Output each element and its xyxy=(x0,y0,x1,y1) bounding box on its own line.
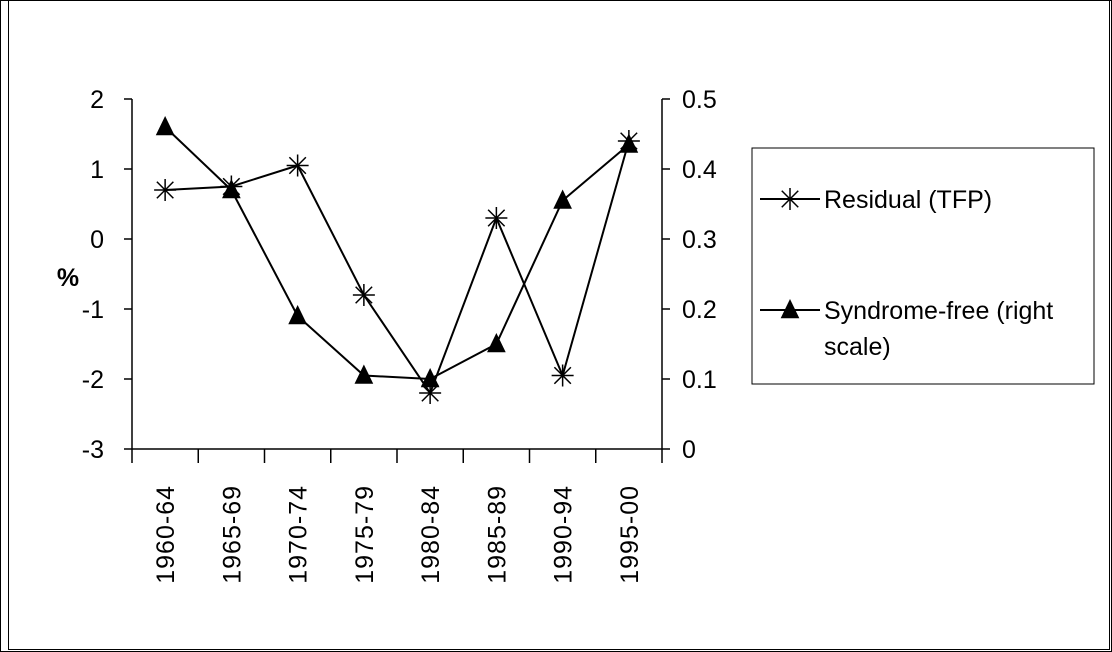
left-tick-label: 2 xyxy=(90,86,104,114)
asterisk-stroke xyxy=(156,181,174,199)
point-syndrome xyxy=(487,333,506,353)
legend-label-syndrome-line2: scale) xyxy=(824,333,891,361)
x-tick-label: 1995-00 xyxy=(616,485,644,584)
x-tick-label: 1990-94 xyxy=(550,485,578,584)
point-residual xyxy=(551,364,574,387)
legend-label-residual: Residual (TFP) xyxy=(824,186,992,214)
asterisk-stroke xyxy=(421,384,439,402)
legend-marker-syndrome xyxy=(780,299,800,319)
left-tick-label: 1 xyxy=(90,156,104,184)
left-tick-label: -3 xyxy=(82,436,104,464)
point-syndrome xyxy=(420,368,440,388)
series-layer xyxy=(154,116,640,404)
point-residual xyxy=(485,207,508,229)
right-tick-label: 0.1 xyxy=(682,366,717,394)
legend: Residual (TFP) Syndrome-free (right scal… xyxy=(751,147,1095,385)
legend-label-syndrome-line1: Syndrome-free (right xyxy=(824,297,1053,325)
right-tick-label: 0 xyxy=(682,436,696,464)
right-tick-label: 0.5 xyxy=(682,86,717,114)
left-tick-label: -2 xyxy=(82,366,104,394)
asterisk-stroke xyxy=(288,156,307,175)
asterisk-stroke xyxy=(553,366,572,385)
point-syndrome xyxy=(354,364,374,384)
point-syndrome xyxy=(619,133,639,153)
legend-box xyxy=(751,147,1095,385)
asterisk-stroke xyxy=(355,286,373,304)
legend-asterisk xyxy=(779,188,801,210)
x-tick-label: 1960-64 xyxy=(152,485,180,584)
point-residual xyxy=(154,179,177,201)
x-tick-label: 1975-79 xyxy=(351,485,379,584)
left-tick-label: 0 xyxy=(90,226,104,254)
point-residual xyxy=(286,154,309,177)
x-tick-label: 1980-84 xyxy=(417,485,445,584)
axes: 2 1 0 -1 -2 -3 0.5 0.4 0.3 0.2 0.1 0 1960-64 1965-69 1… xyxy=(82,86,717,584)
x-tick-label: 1965-69 xyxy=(218,485,246,584)
point-syndrome xyxy=(155,116,175,136)
series-line-syndrome xyxy=(164,126,630,381)
right-tick-label: 0.2 xyxy=(682,296,717,324)
right-tick-label: 0.4 xyxy=(682,156,717,184)
series-line-residual xyxy=(165,140,630,396)
point-residual xyxy=(419,382,442,404)
right-tick-label: 0.3 xyxy=(682,226,717,254)
x-tick-label: 1970-74 xyxy=(285,485,313,584)
asterisk-stroke xyxy=(781,190,799,208)
y-axis-label: % xyxy=(57,264,79,292)
chart-area-frame xyxy=(8,0,1110,650)
asterisk-stroke xyxy=(487,209,506,227)
legend-marker-residual xyxy=(779,188,801,210)
legend-triangle xyxy=(780,299,800,319)
x-tick-label: 1985-89 xyxy=(483,485,511,584)
point-syndrome xyxy=(222,179,241,199)
point-syndrome xyxy=(553,189,572,209)
point-residual xyxy=(352,284,375,306)
left-tick-label: -1 xyxy=(82,296,104,324)
point-syndrome xyxy=(288,305,307,325)
